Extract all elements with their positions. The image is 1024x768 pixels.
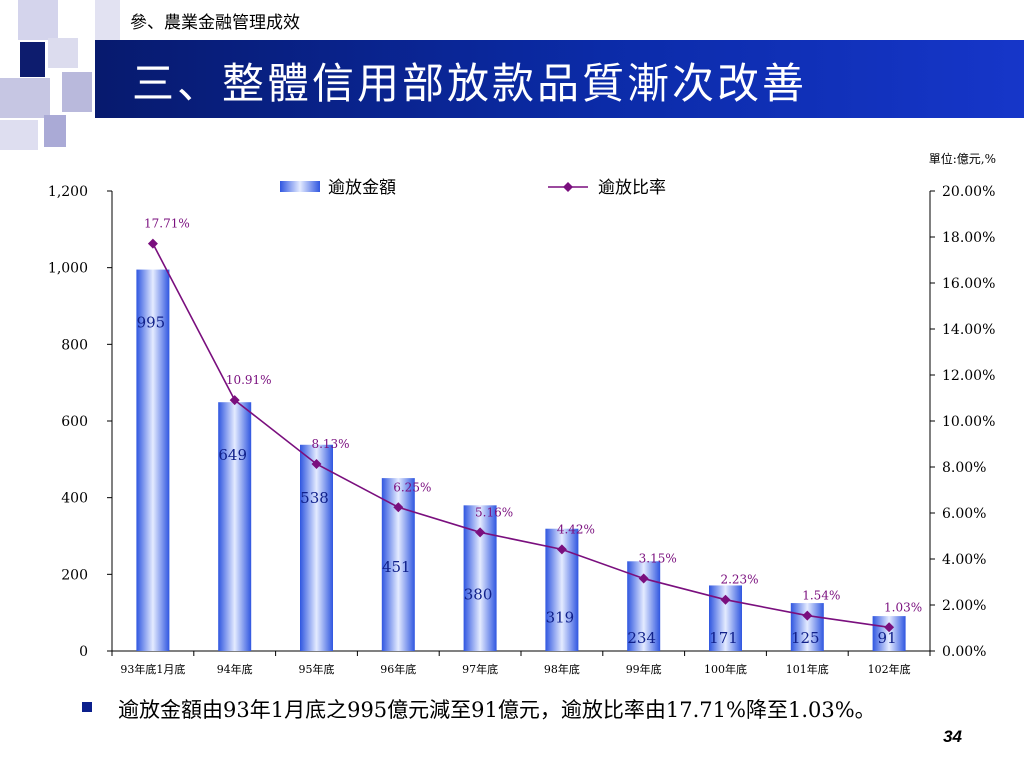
y-right-tick-label: 18.00%	[942, 230, 995, 246]
bar-value-label: 125	[791, 629, 820, 647]
x-tick-label: 93年底1月底	[120, 662, 185, 676]
rate-point	[884, 622, 895, 633]
bar-value-label: 234	[627, 629, 656, 647]
y-left-tick-label: 200	[61, 567, 88, 583]
rate-data-label: 10.91%	[226, 373, 272, 387]
x-tick-label: 99年底	[626, 662, 662, 676]
x-tick-label: 102年底	[868, 662, 911, 676]
y-right-tick-label: 16.00%	[942, 276, 995, 292]
rate-data-label: 1.03%	[884, 600, 922, 614]
rate-polyline	[152, 243, 890, 629]
x-tick-label: 98年底	[544, 662, 580, 676]
rate-data-label: 8.13%	[311, 437, 349, 451]
x-tick-label: 101年底	[786, 662, 829, 676]
bar-value-label: 319	[546, 609, 575, 627]
y-left-tick-label: 0	[79, 644, 88, 660]
x-tick-label: 94年底	[217, 662, 253, 676]
bar	[463, 505, 497, 651]
bar-value-label: 91	[878, 629, 897, 647]
y-right-tick-label: 0.00%	[942, 644, 986, 660]
bar-value-label: 171	[709, 629, 738, 647]
rate-point	[393, 502, 404, 513]
decor-square	[48, 38, 78, 68]
y-right-tick-label: 2.00%	[942, 598, 986, 614]
rate-point	[147, 238, 158, 249]
legend-line-marker	[563, 182, 573, 192]
page-number: 34	[943, 727, 962, 746]
y-right-tick-label: 4.00%	[942, 552, 986, 568]
bar-value-label: 380	[464, 585, 493, 603]
decor-square	[95, 0, 120, 40]
x-tick-label: 95年底	[299, 662, 335, 676]
rate-line: 17.71% 10.91% 8.13% 6.25% 5.16% 4.42% 3.15% 2.2…	[144, 217, 922, 633]
bullet-icon	[82, 702, 92, 712]
rate-data-label: 2.23%	[720, 573, 758, 587]
y-right-tick-label: 10.00%	[942, 414, 995, 430]
x-tick-label: 100年底	[704, 662, 747, 676]
bar	[136, 269, 170, 651]
rate-point	[229, 395, 240, 406]
y-right-tick-label: 12.00%	[942, 368, 995, 384]
rate-data-label: 5.16%	[475, 505, 513, 519]
legend-item-bar: 逾放金額	[280, 178, 396, 198]
decor-square	[18, 0, 58, 40]
y-right-tick-label: 6.00%	[942, 506, 986, 522]
decor-square	[20, 42, 45, 77]
axes: 0 200 400 600 800 1,000 1,200 0.00% 2.00% 4.00% 6.…	[48, 184, 995, 676]
legend-bar-swatch	[280, 181, 320, 192]
y-left-tick-label: 800	[61, 337, 88, 353]
rate-point	[638, 573, 649, 584]
y-left-tick-label: 600	[61, 414, 88, 430]
y-left-tick-label: 400	[61, 491, 88, 507]
decor-square	[44, 115, 66, 147]
legend-bar-label: 逾放金額	[328, 178, 396, 198]
title-bar	[95, 40, 1024, 118]
rate-data-label: 17.71%	[144, 217, 190, 231]
y-left-tick-label: 1,200	[48, 184, 88, 200]
bar	[872, 616, 906, 651]
legend-line-label: 逾放比率	[598, 178, 666, 198]
bars: 995 649 538 451 380 319 234 171 125 91	[136, 269, 906, 651]
rate-data-label: 6.25%	[393, 480, 431, 494]
bar-value-label: 538	[300, 489, 329, 507]
rate-point	[556, 544, 567, 555]
rate-point	[720, 594, 731, 605]
decor-square	[0, 78, 50, 118]
rate-data-label: 4.42%	[557, 522, 595, 536]
decor-square	[62, 72, 92, 112]
bar	[218, 402, 252, 651]
section-label: 參、農業金融管理成效	[130, 13, 300, 33]
unit-label: 單位:億元,%	[928, 152, 996, 166]
rate-point	[311, 459, 322, 470]
bar-value-label: 649	[218, 446, 247, 464]
summary-text: 逾放金額由93年1月底之995億元減至91億元，逾放比率由17.71%降至1.0…	[118, 698, 876, 722]
legend-item-line: 逾放比率	[548, 178, 666, 198]
legend: 逾放金額 逾放比率	[280, 178, 666, 198]
x-tick-label: 96年底	[380, 662, 416, 676]
x-tick-label: 97年底	[462, 662, 498, 676]
y-left-tick-label: 1,000	[48, 261, 88, 277]
decor-square	[0, 120, 38, 150]
slide-title: 三、整體信用部放款品質漸次改善	[132, 59, 808, 108]
rate-point	[475, 527, 486, 538]
y-right-tick-label: 8.00%	[942, 460, 986, 476]
rate-point	[802, 610, 813, 621]
bar-value-label: 451	[382, 558, 411, 576]
y-right-tick-label: 14.00%	[942, 322, 995, 338]
bar	[300, 444, 333, 651]
bar-value-label: 995	[137, 314, 166, 332]
y-right-tick-label: 20.00%	[942, 184, 995, 200]
rate-data-label: 1.54%	[802, 589, 840, 603]
rate-data-label: 3.15%	[639, 552, 677, 566]
